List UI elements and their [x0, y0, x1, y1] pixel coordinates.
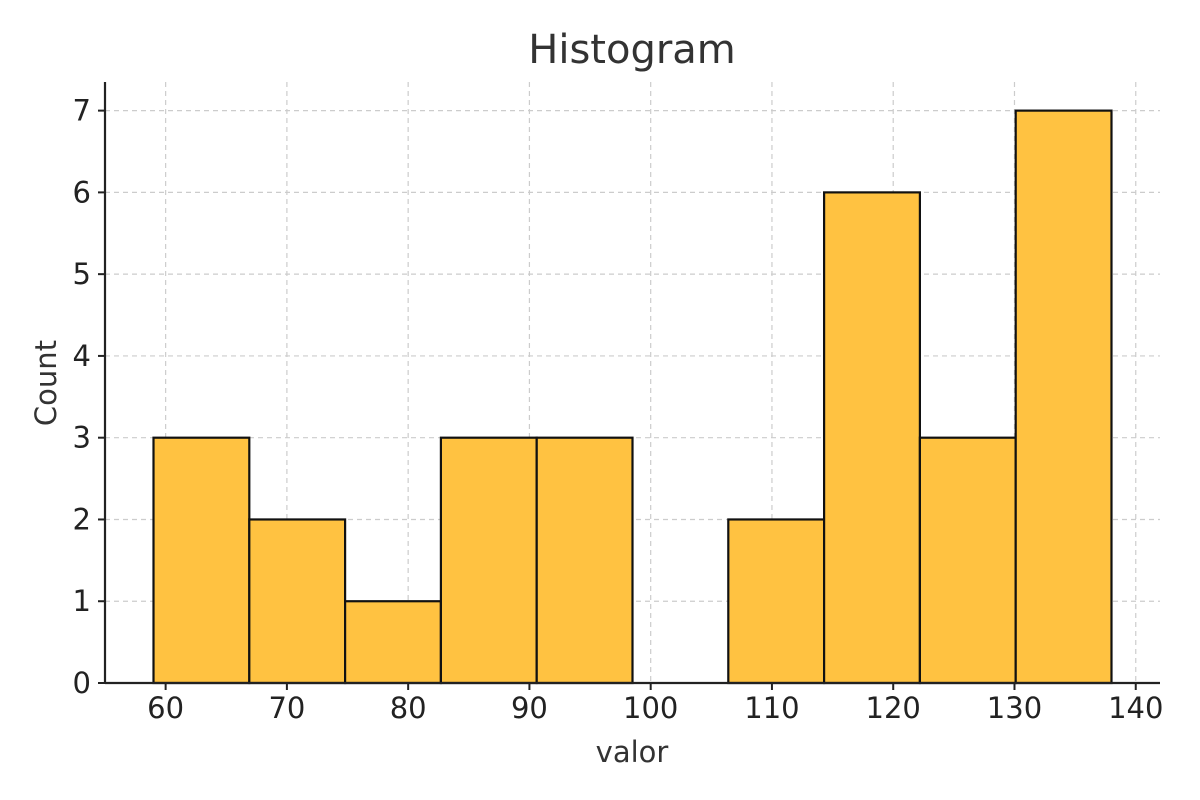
x-tick-label: 130: [987, 691, 1042, 725]
y-tick-label: 4: [73, 339, 91, 373]
x-tick-label: 60: [147, 691, 184, 725]
x-tick-label: 70: [268, 691, 305, 725]
axes: [103, 82, 1160, 685]
x-tick-label: 120: [866, 691, 921, 725]
x-tick-label: 110: [744, 691, 799, 725]
y-tick-label: 3: [73, 421, 91, 455]
bars: [152, 109, 1113, 685]
y-tick-label: 7: [73, 94, 91, 128]
x-tick-label: 80: [390, 691, 427, 725]
histogram-bar: [344, 600, 443, 685]
y-tick-label: 1: [73, 584, 91, 618]
y-axis-label: Count: [29, 340, 63, 426]
chart-title: Histogram: [528, 27, 736, 73]
y-tick-label: 0: [73, 666, 91, 700]
histogram-bar: [918, 436, 1017, 685]
ticks: 60 70 80 90 100 110 120 130 140 0 1 2 3 4 5 6 7: [73, 94, 1164, 725]
histogram-bar: [727, 518, 826, 685]
x-tick-label: 140: [1108, 691, 1163, 725]
x-tick-label: 100: [623, 691, 678, 725]
x-tick-label: 90: [511, 691, 548, 725]
histogram-bar: [439, 436, 538, 685]
histogram-bar: [152, 436, 251, 685]
y-tick-label: 2: [73, 502, 91, 536]
y-tick-label: 5: [73, 257, 91, 291]
histogram-bar: [535, 436, 634, 685]
histogram-bar: [1014, 109, 1113, 685]
x-axis-label: valor: [596, 735, 669, 769]
y-tick-label: 6: [73, 175, 91, 209]
histogram-bar: [248, 518, 347, 685]
histogram-bar: [822, 191, 921, 685]
